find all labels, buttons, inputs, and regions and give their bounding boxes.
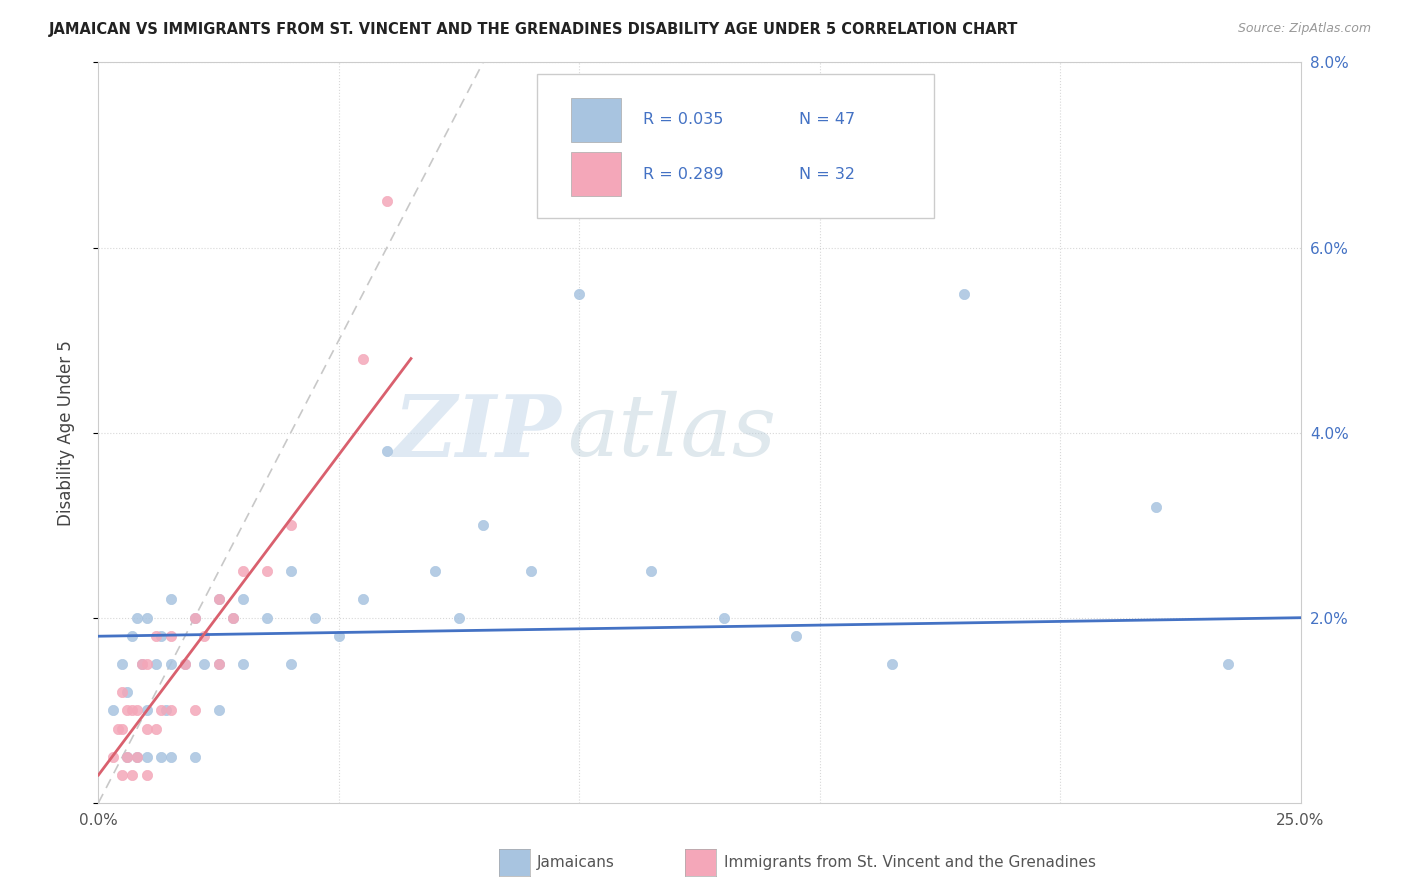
Point: [107, 722, 129, 736]
Point: [304, 611, 326, 625]
Point: [953, 286, 976, 301]
Point: [352, 351, 374, 366]
Text: JAMAICAN VS IMMIGRANTS FROM ST. VINCENT AND THE GRENADINES DISABILITY AGE UNDER : JAMAICAN VS IMMIGRANTS FROM ST. VINCENT …: [49, 22, 1018, 37]
FancyBboxPatch shape: [571, 152, 621, 196]
Point: [640, 565, 662, 579]
Point: [222, 611, 245, 625]
Point: [568, 286, 591, 301]
Point: [159, 703, 181, 717]
Point: [472, 518, 495, 533]
Text: N = 32: N = 32: [799, 167, 855, 182]
Point: [101, 749, 124, 764]
Point: [135, 657, 157, 671]
Point: [280, 565, 302, 579]
Point: [785, 629, 807, 643]
FancyBboxPatch shape: [571, 97, 621, 142]
Point: [125, 749, 148, 764]
Point: [117, 703, 139, 717]
Point: [375, 444, 398, 458]
Point: [117, 749, 139, 764]
Point: [256, 611, 278, 625]
Point: [159, 657, 181, 671]
Point: [131, 657, 153, 671]
Point: [208, 657, 231, 671]
Point: [232, 592, 254, 607]
Point: [423, 565, 446, 579]
Point: [145, 722, 167, 736]
Point: [713, 611, 735, 625]
Text: N = 47: N = 47: [799, 112, 855, 128]
Text: Source: ZipAtlas.com: Source: ZipAtlas.com: [1237, 22, 1371, 36]
Point: [222, 611, 245, 625]
Point: [117, 749, 139, 764]
Point: [193, 657, 215, 671]
Text: Jamaicans: Jamaicans: [537, 855, 614, 870]
Point: [111, 768, 134, 782]
Text: R = 0.289: R = 0.289: [643, 167, 724, 182]
Point: [135, 768, 157, 782]
Point: [121, 768, 143, 782]
Point: [135, 749, 157, 764]
Point: [232, 565, 254, 579]
Point: [1218, 657, 1240, 671]
Point: [159, 629, 181, 643]
Text: Immigrants from St. Vincent and the Grenadines: Immigrants from St. Vincent and the Gren…: [724, 855, 1097, 870]
Text: R = 0.035: R = 0.035: [643, 112, 723, 128]
Point: [208, 592, 231, 607]
Point: [880, 657, 903, 671]
Point: [125, 703, 148, 717]
Point: [101, 703, 124, 717]
Point: [111, 685, 134, 699]
Point: [183, 611, 205, 625]
Point: [183, 703, 205, 717]
Point: [280, 518, 302, 533]
Point: [125, 611, 148, 625]
Point: [193, 629, 215, 643]
Point: [183, 611, 205, 625]
Point: [520, 565, 543, 579]
Point: [131, 657, 153, 671]
Point: [1144, 500, 1167, 514]
Point: [159, 749, 181, 764]
Point: [375, 194, 398, 209]
Point: [256, 565, 278, 579]
Point: [352, 592, 374, 607]
Text: atlas: atlas: [567, 392, 776, 474]
Point: [447, 611, 470, 625]
Point: [121, 629, 143, 643]
Point: [121, 703, 143, 717]
Point: [149, 703, 172, 717]
Y-axis label: Disability Age Under 5: Disability Age Under 5: [56, 340, 75, 525]
Point: [328, 629, 350, 643]
Point: [232, 657, 254, 671]
Point: [155, 703, 177, 717]
Point: [183, 749, 205, 764]
Point: [174, 657, 197, 671]
Point: [280, 657, 302, 671]
Point: [135, 703, 157, 717]
Point: [111, 657, 134, 671]
Point: [135, 722, 157, 736]
Point: [208, 657, 231, 671]
Point: [135, 611, 157, 625]
Point: [111, 722, 134, 736]
Point: [145, 629, 167, 643]
FancyBboxPatch shape: [537, 73, 934, 218]
Point: [145, 657, 167, 671]
Point: [125, 749, 148, 764]
Point: [149, 749, 172, 764]
Text: ZIP: ZIP: [394, 391, 561, 475]
Point: [159, 592, 181, 607]
Point: [149, 629, 172, 643]
Point: [174, 657, 197, 671]
Point: [208, 592, 231, 607]
Point: [208, 703, 231, 717]
Point: [117, 685, 139, 699]
